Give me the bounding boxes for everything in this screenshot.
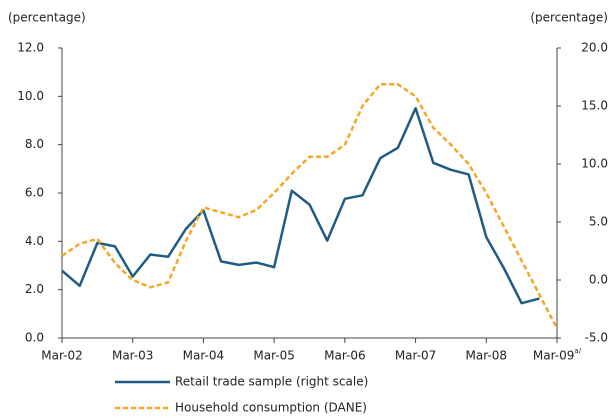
y2-tick-label: 20.0 [581,41,608,55]
x-tick-label: Mar-05 [253,349,294,363]
y2-tick-label: 5.0 [589,215,608,229]
y-tick-label: 12.0 [17,41,44,55]
series-line [61,107,540,305]
x-tick-label: Mar-09a/ [533,347,582,363]
y-tick-label: 2.0 [25,282,44,296]
x-tick-label: Mar-07 [395,349,436,363]
y-tick-label: 8.0 [25,137,44,151]
x-tick-label: Mar-06 [324,349,365,363]
x-tick-label: Mar-02 [41,349,82,363]
y2-axis-label: (percentage) [530,11,608,25]
category-note: a/ [574,347,581,355]
y-axis-label: (percentage) [8,11,86,25]
legend-label: Household consumption (DANE) [175,401,367,415]
legend-label: Retail trade sample (right scale) [175,375,368,389]
series-line [61,83,559,329]
y-tick-label: 4.0 [25,234,44,248]
y-tick-label: 10.0 [17,89,44,103]
y2-tick-label: 0.0 [589,273,608,287]
x-tick-label: Mar-03 [112,349,153,363]
y-tick-label: 0.0 [25,331,44,345]
x-tick-label: Mar-08 [466,349,507,363]
y-tick-label: 6.0 [25,186,44,200]
x-tick-label: Mar-04 [183,349,224,363]
y2-tick-label: -5.0 [585,331,608,345]
y2-tick-label: 15.0 [581,99,608,113]
y2-tick-label: 10.0 [581,157,608,171]
